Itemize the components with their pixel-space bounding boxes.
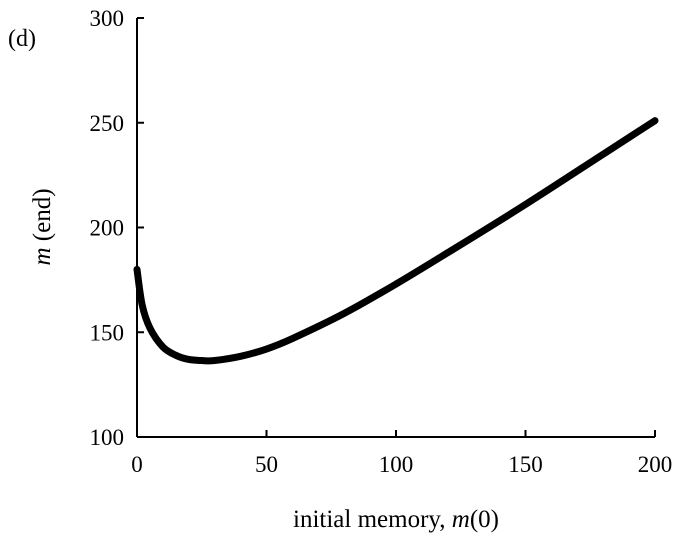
x-axis-label: initial memory, m(0) — [293, 506, 499, 533]
y-tick-label: 200 — [90, 216, 125, 241]
y-ticks: 100 150 200 250 300 — [90, 6, 144, 450]
x-tick-label: 150 — [508, 452, 543, 477]
y-axis-label-suffix: (end) — [29, 188, 56, 247]
series-group — [133, 117, 659, 365]
y-axis-label: m (end) — [29, 188, 56, 265]
x-tick-label: 200 — [638, 452, 673, 477]
x-tick-label: 0 — [131, 452, 143, 477]
x-axis-label-prefix: initial memory, — [293, 506, 452, 533]
x-axis-label-suffix: (0) — [470, 506, 499, 533]
series-line — [133, 117, 659, 365]
panel-label: (d) — [8, 26, 36, 52]
x-axis-label-var: m — [452, 506, 470, 533]
x-tick-label: 100 — [379, 452, 414, 477]
x-ticks: 0 50 100 150 200 — [131, 430, 672, 477]
y-tick-label: 250 — [90, 111, 125, 136]
y-tick-label: 100 — [90, 425, 125, 450]
x-tick-label: 50 — [255, 452, 278, 477]
y-axis-label-var: m — [29, 247, 56, 265]
y-tick-label: 300 — [90, 6, 125, 31]
y-tick-label: 150 — [90, 320, 125, 345]
